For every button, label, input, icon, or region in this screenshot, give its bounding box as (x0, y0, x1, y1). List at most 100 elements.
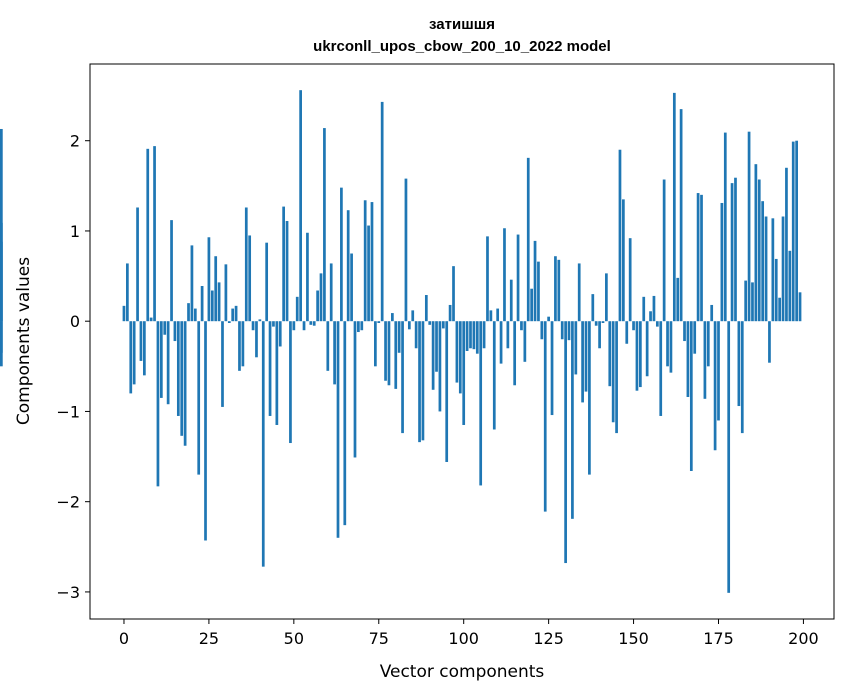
bar-component-90 (428, 321, 432, 325)
y-tick-label: −3 (56, 583, 80, 602)
bar-component-122 (537, 261, 540, 322)
bar-component-165 (683, 321, 686, 342)
bar-component-178 (727, 321, 731, 593)
plot-frame (89, 63, 835, 620)
bar-component-155 (649, 311, 652, 322)
bar-component-65 (343, 321, 347, 526)
bar-component-134 (577, 263, 581, 322)
bar-component-126 (550, 321, 554, 416)
bar-component-22 (197, 321, 201, 475)
bar-component-50 (292, 321, 296, 331)
bar-component-55 (309, 321, 313, 325)
bar-component-39 (255, 321, 258, 358)
bar-component-112 (503, 228, 506, 322)
bar-component-77 (384, 321, 387, 381)
bar-component-125 (547, 316, 550, 322)
bar-component-123 (540, 321, 544, 340)
bar-component-130 (564, 321, 567, 564)
bar-component-176 (720, 202, 724, 322)
bar-component-194 (781, 216, 785, 322)
bar-component-172 (706, 321, 710, 367)
bar-component-108 (489, 310, 493, 322)
bar-component-196 (788, 250, 792, 322)
bar-component-9 (153, 146, 156, 322)
bar-component-129 (560, 321, 564, 340)
bar-component-98 (455, 321, 459, 383)
bar-component-7 (146, 148, 150, 322)
bar-component-34 (238, 321, 241, 371)
bar-component-81 (397, 321, 401, 353)
bar-component-157 (655, 321, 659, 327)
bar-component-79 (391, 313, 394, 322)
bar-component-128 (557, 259, 561, 322)
bar-component-28 (217, 282, 221, 322)
bar-component-118 (523, 321, 527, 362)
bar-component-163 (676, 277, 680, 322)
bar-component-105 (479, 321, 483, 486)
bar-component-15 (173, 321, 177, 342)
bar-component-137 (588, 321, 591, 475)
bar-component-100 (462, 321, 466, 425)
bar-component-97 (452, 266, 455, 322)
bar-component-120 (530, 288, 533, 322)
bar-component-56 (312, 321, 316, 326)
bar-component-164 (679, 109, 683, 322)
bar-component-186 (754, 164, 758, 322)
bar-component-188 (761, 201, 765, 322)
bar-component-106 (482, 321, 486, 349)
bar-component-25 (207, 237, 211, 322)
bar-component-72 (367, 225, 370, 322)
bar-component-2 (129, 321, 133, 394)
bar-component-88 (421, 321, 425, 441)
bar-component-47 (282, 206, 285, 322)
bar-component-41 (261, 321, 265, 567)
bar-component-179 (730, 183, 734, 322)
bar-component-131 (567, 321, 571, 341)
bar-component-135 (581, 321, 584, 403)
bar-component-44 (272, 321, 275, 327)
bar-component-92 (435, 321, 438, 372)
bar-component-31 (227, 321, 231, 323)
bar-component-69 (357, 321, 360, 333)
bar-component-undefined (0, 321, 3, 367)
bar-component-58 (319, 273, 323, 322)
bar-component-148 (625, 321, 629, 344)
chart-title-line1: затишшя (429, 16, 495, 33)
bar-component-35 (241, 321, 245, 367)
bar-component-53 (302, 321, 306, 331)
bar-component-36 (244, 207, 248, 322)
bar-component-61 (329, 263, 333, 322)
bar-component-75 (377, 321, 381, 323)
bar-component-43 (268, 321, 272, 416)
x-tick-label: 175 (703, 629, 734, 648)
bar-component-143 (608, 321, 612, 387)
bar-component-16 (176, 321, 180, 416)
bar-component-20 (190, 245, 194, 322)
bar-component-115 (513, 321, 517, 386)
bar-component-147 (622, 199, 625, 322)
bar-component-1 (126, 263, 129, 322)
bar-component-159 (662, 179, 666, 322)
bar-component-169 (696, 193, 700, 322)
bar-component-85 (411, 310, 415, 322)
bar-component-190 (768, 321, 771, 363)
bar-component-156 (652, 295, 656, 322)
bar-component-121 (533, 240, 537, 322)
bar-component-66 (346, 210, 350, 322)
bar-component-73 (370, 202, 374, 322)
bar-component-51 (295, 296, 299, 322)
bar-component-14 (170, 220, 173, 322)
bar-component-170 (700, 194, 703, 322)
bar-component-37 (248, 235, 252, 322)
bar-component-29 (221, 321, 224, 407)
bar-component-78 (387, 321, 391, 386)
bar-component-180 (734, 177, 737, 322)
bar-component-23 (200, 286, 204, 322)
bar-component-167 (689, 321, 693, 471)
bar-component-183 (744, 280, 748, 322)
bar-component-82 (401, 321, 404, 434)
bar-component-57 (316, 290, 319, 322)
bar-component-0 (122, 305, 126, 322)
bar-component-8 (149, 317, 153, 322)
bar-component-103 (472, 321, 476, 350)
